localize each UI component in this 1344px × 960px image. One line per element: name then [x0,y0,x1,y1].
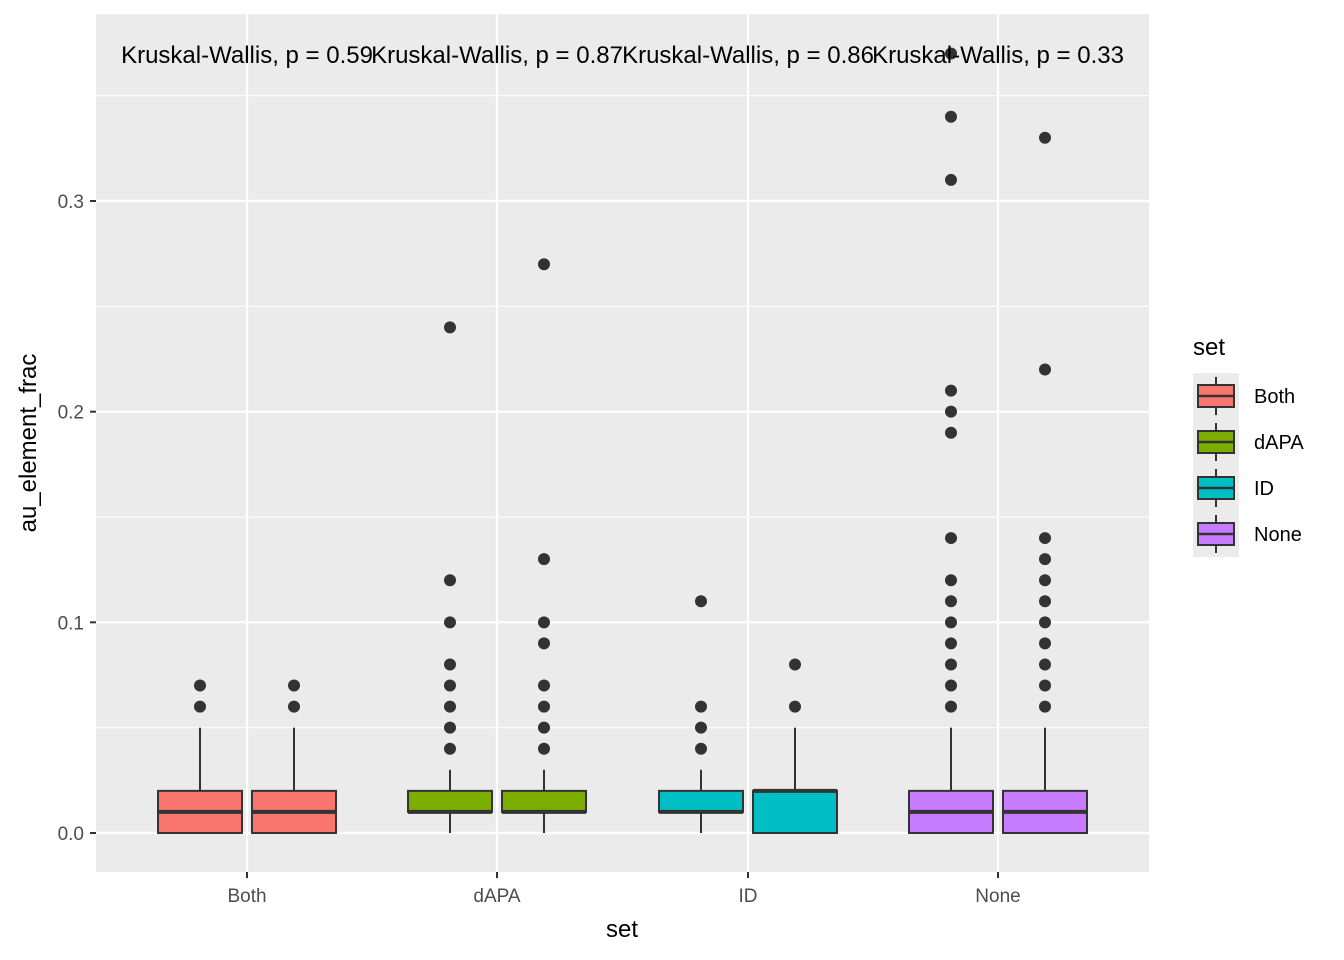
outlier-point [695,700,707,713]
outlier-point [444,721,456,734]
outlier-point [538,700,550,713]
outlier-point [945,658,957,671]
outlier-point [444,574,456,587]
outlier-point [1039,574,1051,587]
box-body [407,789,493,813]
x-tick-label: None [975,886,1020,907]
outlier-point [945,595,957,608]
annotation-none: Kruskal-Wallis, p = 0.33 [872,42,1124,69]
x-axis-title: set [606,916,638,943]
outlier-point [695,742,707,755]
outlier-point [444,658,456,671]
y-tick-label: 0.3 [58,192,84,213]
box-dapa-left [407,321,493,833]
outlier-point [945,405,957,418]
outlier-point [945,47,957,60]
outlier-point [1039,553,1051,566]
y-axis-title: au_element_frac [15,354,42,533]
box-body [501,789,587,813]
x-tick-label: Both [227,886,266,907]
legend-key-both [1193,373,1239,419]
outlier-point [194,700,206,713]
outlier-point [194,679,206,692]
outlier-point [945,700,957,713]
outlier-point [945,616,957,629]
outlier-point [538,637,550,650]
outlier-point [1039,679,1051,692]
x-axis: Both dAPA ID None [227,872,1021,907]
outlier-point [789,700,801,713]
outlier-point [945,426,957,439]
legend-key-none [1193,511,1239,557]
annotation-both: Kruskal-Wallis, p = 0.59 [121,42,373,69]
box-none-right [1002,131,1088,834]
box-both-left [157,679,243,834]
outlier-point [444,616,456,629]
outlier-point [1039,131,1051,144]
outlier-point [288,700,300,713]
outlier-point [1039,595,1051,608]
box-both-right [251,679,337,834]
annotation-id: Kruskal-Wallis, p = 0.86 [622,42,874,69]
outlier-point [1039,616,1051,629]
outlier-point [444,742,456,755]
x-tick-label: ID [739,886,758,907]
box-body [752,789,838,834]
outlier-point [538,721,550,734]
legend-label-dapa: dAPA [1254,432,1304,454]
outlier-point [945,532,957,545]
y-tick-label: 0.1 [58,613,84,634]
panel-background [96,14,1149,872]
outlier-point [444,321,456,334]
outlier-point [288,679,300,692]
outlier-point [695,721,707,734]
box-body [658,789,744,813]
outlier-point [1039,532,1051,545]
box-dapa-right [501,258,587,833]
outlier-point [695,595,707,608]
outlier-point [538,616,550,629]
legend-key-id [1193,465,1239,511]
y-axis: 0.0 0.1 0.2 0.3 [58,192,96,845]
y-tick-label: 0.2 [58,403,84,424]
outlier-point [945,637,957,650]
outlier-point [789,658,801,671]
legend-key-dapa [1193,419,1239,465]
box-none-left [908,47,994,834]
box-id-left [658,595,744,833]
annotation-dapa: Kruskal-Wallis, p = 0.87 [371,42,623,69]
x-tick-label: dAPA [473,886,521,907]
legend: set Both dAPA ID None [1193,334,1304,557]
outlier-point [538,258,550,271]
grid-minor [96,95,1149,729]
outlier-point [1039,658,1051,671]
box-id-right [752,658,838,834]
outlier-point [1039,363,1051,376]
legend-label-id: ID [1254,478,1274,500]
outlier-point [1039,637,1051,650]
outlier-point [444,679,456,692]
outlier-point [1039,700,1051,713]
outlier-point [538,553,550,566]
outlier-point [945,110,957,123]
legend-label-both: Both [1254,386,1295,408]
outlier-point [945,384,957,397]
legend-title: set [1193,334,1225,361]
legend-label-none: None [1254,524,1302,546]
outlier-point [945,679,957,692]
outlier-point [444,700,456,713]
boxplots [157,47,1088,834]
annotations: Kruskal-Wallis, p = 0.59Kruskal-Wallis, … [121,42,1124,69]
outlier-point [538,679,550,692]
y-tick-label: 0.0 [58,824,84,845]
outlier-point [945,574,957,587]
outlier-point [538,742,550,755]
outlier-point [945,173,957,186]
